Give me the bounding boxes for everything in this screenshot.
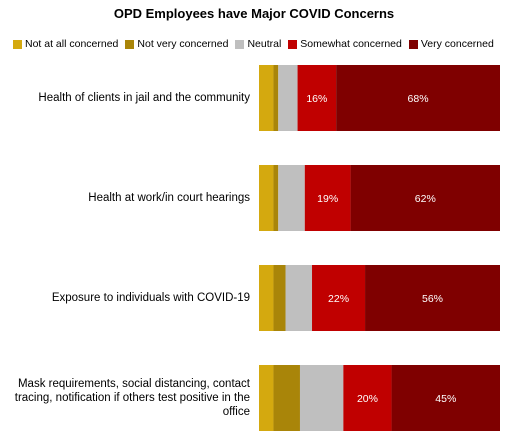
bar-segment bbox=[350, 165, 500, 231]
data-label: 20% bbox=[357, 393, 378, 405]
legend-swatch bbox=[408, 39, 418, 49]
category-label: Health at work/in court hearings bbox=[88, 192, 250, 204]
bar-segment bbox=[304, 165, 351, 231]
bar-segment bbox=[299, 365, 344, 431]
legend-swatch bbox=[13, 39, 22, 49]
bar-segment bbox=[297, 65, 337, 131]
data-label: 68% bbox=[408, 93, 429, 105]
data-label: 45% bbox=[435, 393, 456, 405]
bar-segment bbox=[259, 365, 274, 431]
legend-item: Neutral bbox=[235, 38, 281, 50]
bar-segment bbox=[278, 65, 298, 131]
legend-label: Not at all concerned bbox=[25, 38, 119, 50]
chart-title: OPD Employees have Major COVID Concerns bbox=[113, 6, 395, 21]
bar-segment bbox=[391, 365, 500, 431]
data-label: 19% bbox=[317, 193, 338, 205]
legend-label: Not very concerned bbox=[137, 38, 229, 50]
bar-segment bbox=[365, 265, 500, 331]
bar-segment bbox=[336, 65, 500, 131]
category-label: Health of clients in jail and the commun… bbox=[38, 92, 250, 104]
bar-segment bbox=[278, 165, 305, 231]
bar-segment bbox=[312, 265, 366, 331]
bar-segment bbox=[259, 265, 274, 331]
legend-label: Somewhat concerned bbox=[300, 38, 402, 50]
legend: Not at all concerned Not very concerned Ne… bbox=[13, 38, 503, 50]
legend-swatch bbox=[125, 39, 135, 49]
legend-label: Neutral bbox=[247, 38, 282, 50]
data-label: 22% bbox=[328, 293, 349, 305]
bar-segment bbox=[273, 65, 279, 131]
bar-segment bbox=[273, 365, 300, 431]
data-label: 16% bbox=[306, 93, 327, 105]
legend-swatch bbox=[235, 39, 245, 49]
legend-item: Not very concerned bbox=[125, 38, 228, 50]
bar-segment bbox=[273, 165, 279, 231]
category-label: Exposure to individuals with COVID-19 bbox=[51, 292, 250, 304]
legend-swatch bbox=[288, 39, 298, 49]
bar-segment bbox=[259, 165, 274, 231]
bar-segment bbox=[285, 265, 313, 331]
data-label: 62% bbox=[415, 193, 436, 205]
legend-item: Somewhat concerned bbox=[288, 38, 402, 50]
bar-segment bbox=[343, 365, 392, 431]
category-label: Mask requirements, social distancing, co… bbox=[14, 378, 250, 418]
legend-item: Very concerned bbox=[408, 38, 494, 50]
legend-label: Very concerned bbox=[420, 38, 494, 50]
bar-segment bbox=[259, 65, 274, 131]
legend-item: Not at all concerned bbox=[13, 38, 118, 50]
data-label: 56% bbox=[422, 293, 443, 305]
bar-segment bbox=[273, 265, 286, 331]
